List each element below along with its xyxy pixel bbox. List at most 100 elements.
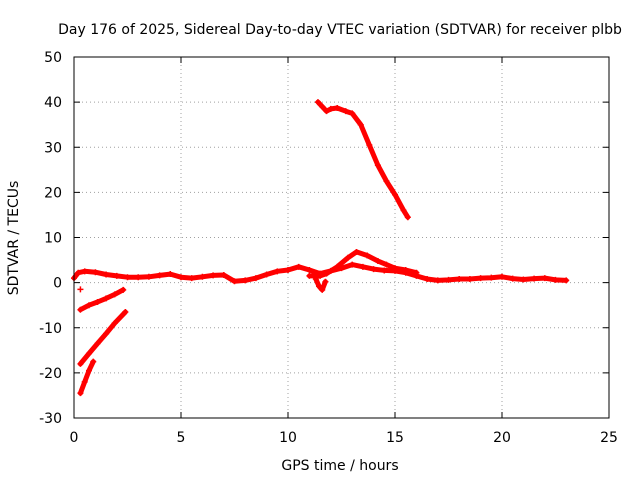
grid <box>74 57 609 418</box>
data-point <box>374 162 381 169</box>
data-point <box>413 269 420 276</box>
data-point <box>111 320 118 327</box>
x-tick-label: 0 <box>70 430 79 446</box>
data-point <box>103 330 110 337</box>
data-point <box>295 263 302 270</box>
x-tick-label: 5 <box>177 430 186 446</box>
series-trace <box>77 309 128 367</box>
data-point <box>81 268 88 275</box>
y-axis-label: SDTVAR / TECUs <box>6 181 22 296</box>
data-point <box>122 308 129 315</box>
data-point <box>167 271 174 278</box>
data-point <box>488 274 495 281</box>
chart-title: Day 176 of 2025, Sidereal Day-to-day VTE… <box>58 22 622 38</box>
data-point <box>77 286 84 293</box>
y-tick-labels: -30 -20 -10 0 10 20 30 40 50 <box>39 50 62 427</box>
data-point <box>263 271 270 278</box>
data-point <box>404 214 411 221</box>
data-point <box>306 266 313 273</box>
data-series <box>71 99 570 397</box>
y-tick-label: 40 <box>44 95 62 111</box>
x-tick-labels: 0 5 10 15 20 25 <box>70 430 618 446</box>
data-point <box>103 271 110 278</box>
data-point <box>563 277 570 284</box>
data-point <box>124 274 131 281</box>
data-point <box>317 272 324 279</box>
data-point <box>274 268 281 275</box>
data-point <box>349 110 356 117</box>
data-point <box>231 278 238 285</box>
data-series-group <box>77 286 127 313</box>
data-point <box>120 286 127 293</box>
data-point <box>85 302 92 309</box>
y-tick-label: -10 <box>39 321 62 337</box>
data-series-group <box>77 358 97 397</box>
data-point <box>312 276 319 283</box>
data-point <box>90 358 97 365</box>
x-axis-label: GPS time / hours <box>281 458 398 474</box>
y-tick-label: -20 <box>39 366 62 382</box>
y-tick-label: 0 <box>53 276 62 292</box>
data-point <box>85 350 92 357</box>
data-point <box>306 272 313 279</box>
data-point <box>499 273 505 280</box>
data-point <box>357 121 364 128</box>
data-point <box>220 271 227 278</box>
data-point <box>323 108 330 115</box>
data-point <box>359 263 366 270</box>
data-series-group <box>77 286 84 293</box>
data-series-group <box>306 248 420 279</box>
data-point <box>383 178 390 185</box>
data-point <box>85 367 92 374</box>
x-tick-label: 10 <box>279 430 297 446</box>
data-point <box>520 276 527 283</box>
data-point <box>77 360 84 367</box>
data-point <box>156 272 163 279</box>
data-point <box>353 248 360 255</box>
data-point <box>466 276 473 283</box>
series-trace <box>77 359 96 396</box>
data-point <box>552 276 559 283</box>
data-point <box>319 103 326 110</box>
data-point <box>252 275 259 282</box>
data-point <box>402 266 409 273</box>
data-point <box>113 272 120 279</box>
data-point <box>400 207 407 214</box>
series-trace <box>77 287 126 313</box>
data-point <box>178 274 184 281</box>
data-point <box>319 286 326 293</box>
data-point <box>370 266 377 273</box>
data-point <box>135 274 142 281</box>
data-point <box>434 277 441 284</box>
data-point <box>210 272 217 279</box>
data-point <box>364 252 371 259</box>
data-point <box>81 378 88 385</box>
data-point <box>334 263 341 270</box>
data-point <box>242 277 249 284</box>
data-point <box>366 141 373 148</box>
data-point <box>94 340 101 347</box>
data-point <box>383 261 390 268</box>
data-point <box>374 257 381 264</box>
data-point <box>103 295 110 302</box>
data-point <box>456 276 463 283</box>
data-point <box>145 273 152 280</box>
data-point <box>477 275 484 282</box>
data-point <box>285 266 291 273</box>
data-point <box>392 191 398 198</box>
data-point <box>75 269 82 276</box>
x-tick-label: 15 <box>386 430 404 446</box>
y-tick-label: 50 <box>44 50 62 66</box>
data-point <box>77 306 84 313</box>
data-series-group <box>314 99 411 221</box>
data-series-group <box>77 308 129 367</box>
data-series-group <box>312 276 329 293</box>
y-tick-label: 30 <box>44 140 62 156</box>
data-point <box>316 283 323 290</box>
data-point <box>509 275 516 282</box>
data-point <box>344 254 351 261</box>
data-point <box>199 273 206 280</box>
data-point <box>77 390 84 397</box>
series-trace <box>313 276 328 293</box>
